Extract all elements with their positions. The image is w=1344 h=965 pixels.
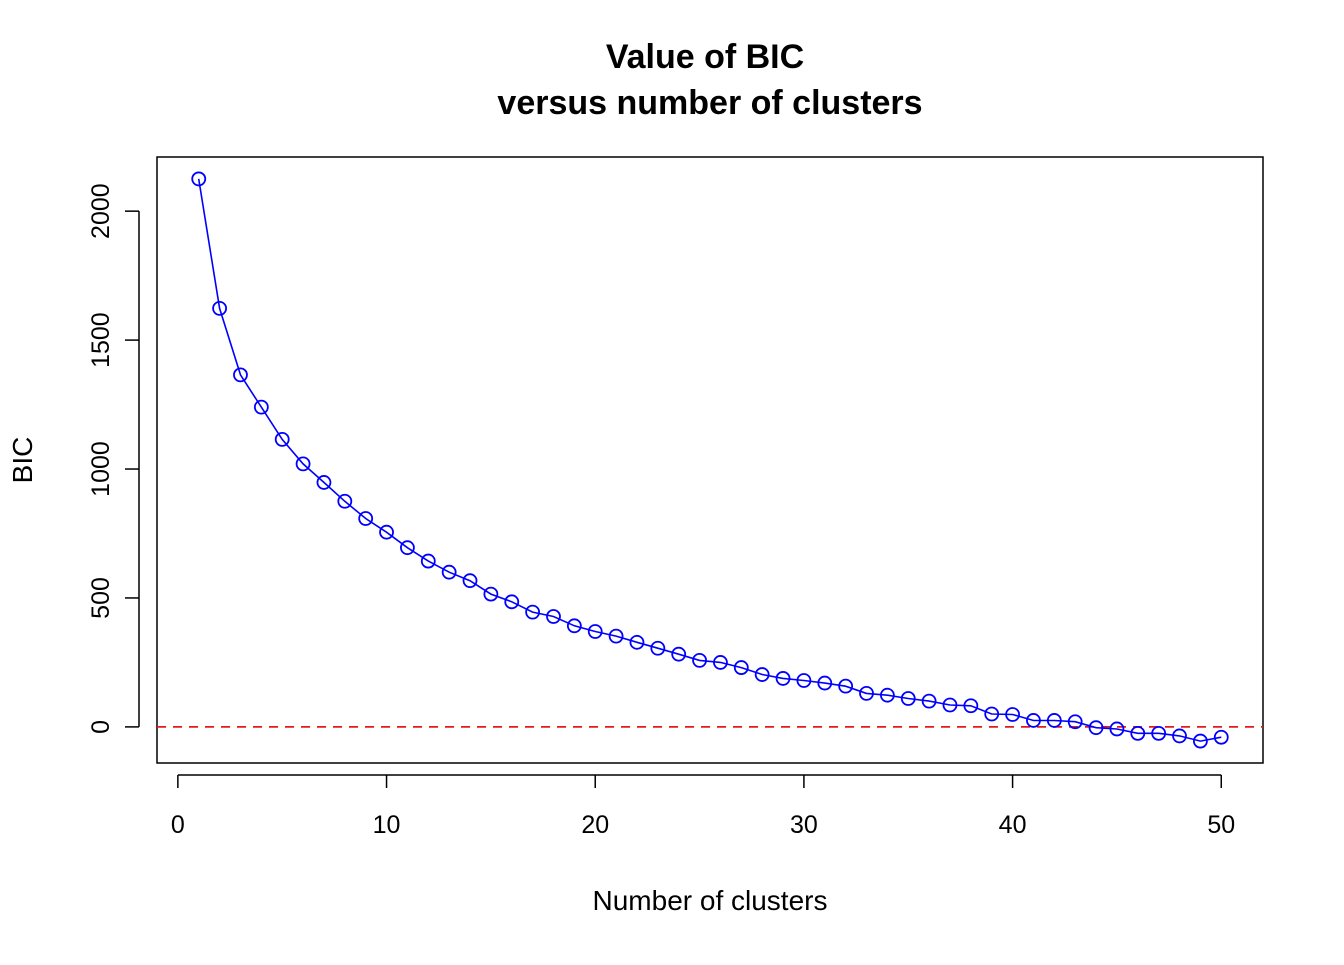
- data-point: [233, 367, 248, 383]
- data-point: [650, 640, 666, 656]
- data-point: [483, 586, 499, 602]
- data-point: [337, 493, 353, 509]
- y-tick-label: 500: [87, 577, 115, 619]
- data-point: [900, 691, 916, 706]
- data-point: [838, 678, 854, 694]
- series-line: [197, 178, 1222, 742]
- y-tick-label: 1000: [87, 441, 115, 497]
- data-point: [608, 628, 624, 644]
- data-point: [1151, 725, 1167, 741]
- data-point: [1172, 728, 1187, 744]
- y-axis-label: BIC: [7, 437, 38, 484]
- plot-frame: [156, 156, 1264, 764]
- data-point: [191, 171, 207, 187]
- data-point: [1088, 720, 1104, 736]
- chart-title: Value of BIC: [606, 38, 804, 76]
- data-point: [462, 573, 478, 589]
- data-point: [1026, 713, 1041, 728]
- data-point: [1005, 707, 1020, 722]
- x-tick-label: 30: [790, 811, 818, 839]
- data-point: [733, 660, 749, 675]
- data-point: [692, 652, 707, 668]
- data-point: [1213, 729, 1229, 745]
- data-point: [629, 634, 645, 650]
- data-point: [274, 431, 290, 447]
- y-tick-label: 0: [87, 720, 115, 734]
- data-point: [775, 671, 791, 686]
- data-point: [546, 609, 561, 624]
- data-point: [525, 604, 541, 620]
- data-point: [713, 655, 728, 670]
- data-point: [859, 685, 874, 701]
- data-point: [1192, 733, 1208, 749]
- data-point: [587, 624, 603, 639]
- data-point: [504, 594, 520, 610]
- data-point: [817, 675, 833, 691]
- data-point: [212, 300, 228, 316]
- data-point: [400, 540, 415, 556]
- x-tick-label: 0: [171, 811, 185, 839]
- chart-subtitle: versus number of clusters: [497, 84, 922, 122]
- data-point: [358, 511, 374, 526]
- data-point: [253, 399, 269, 415]
- x-tick-label: 50: [1207, 811, 1235, 839]
- data-point: [921, 693, 937, 709]
- y-tick-label: 1500: [87, 312, 115, 368]
- data-point: [984, 706, 1000, 722]
- x-tick-label: 40: [999, 811, 1027, 839]
- data-point: [420, 553, 436, 569]
- data-point: [316, 475, 332, 490]
- x-axis-label: Number of clusters: [593, 885, 828, 916]
- data-point: [1109, 721, 1125, 737]
- data-point: [963, 698, 979, 714]
- data-point: [1067, 714, 1083, 730]
- data-point: [754, 667, 770, 682]
- x-tick-label: 10: [373, 811, 401, 839]
- data-point: [942, 697, 958, 713]
- y-axis: 0 500 1000 1500 2000: [87, 183, 140, 734]
- x-tick-label: 20: [581, 811, 609, 839]
- x-axis: 0 10 20 30 40 50: [171, 774, 1235, 839]
- data-point: [295, 456, 311, 472]
- data-point: [671, 646, 687, 662]
- data-point: [1130, 725, 1146, 741]
- data-point: [441, 564, 457, 580]
- data-point: [879, 687, 895, 703]
- series-layer: [191, 171, 1229, 749]
- data-point: [1046, 713, 1062, 728]
- data-point: [796, 673, 812, 688]
- data-point: [566, 618, 582, 634]
- y-tick-label: 2000: [87, 183, 115, 239]
- data-point: [379, 524, 394, 540]
